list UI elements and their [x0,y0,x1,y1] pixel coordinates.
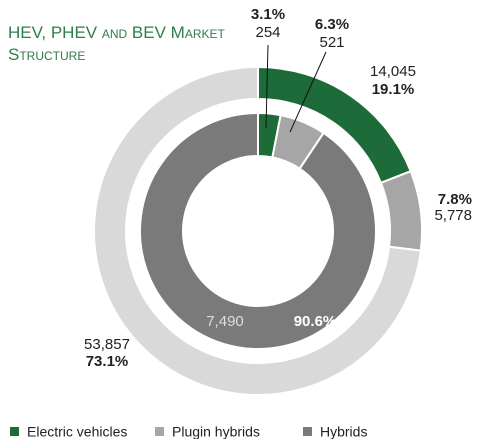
legend-swatch [303,427,312,436]
value-label: 53,857 [84,336,130,353]
value-label: 14,045 [370,63,416,80]
chart-title: HEV, PHEV and BEV Market Structure [8,23,225,64]
leader-line [289,51,327,133]
leader-line [265,44,269,129]
legend-label: Plugin hybrids [172,424,260,439]
value-label: 254 [255,24,280,41]
percentage-label: 3.1% [251,6,285,23]
legend-label: Electric vehicles [27,424,127,439]
legend-swatch [155,427,164,436]
value-label: 521 [319,34,344,51]
percentage-label: 19.1% [372,81,415,98]
percentage-label: 73.1% [86,353,129,370]
legend-swatch [10,427,19,436]
legend-label: Hybrids [320,424,367,439]
donut-slice [379,169,423,252]
percentage-label: 7.8% [438,191,472,208]
percentage-label: 90.6% [294,313,337,330]
percentage-label: 6.3% [315,16,349,33]
value-label: 7,490 [206,313,244,330]
value-label: 5,778 [434,207,472,224]
donut-slice [139,111,377,350]
donut-slice [93,65,422,396]
